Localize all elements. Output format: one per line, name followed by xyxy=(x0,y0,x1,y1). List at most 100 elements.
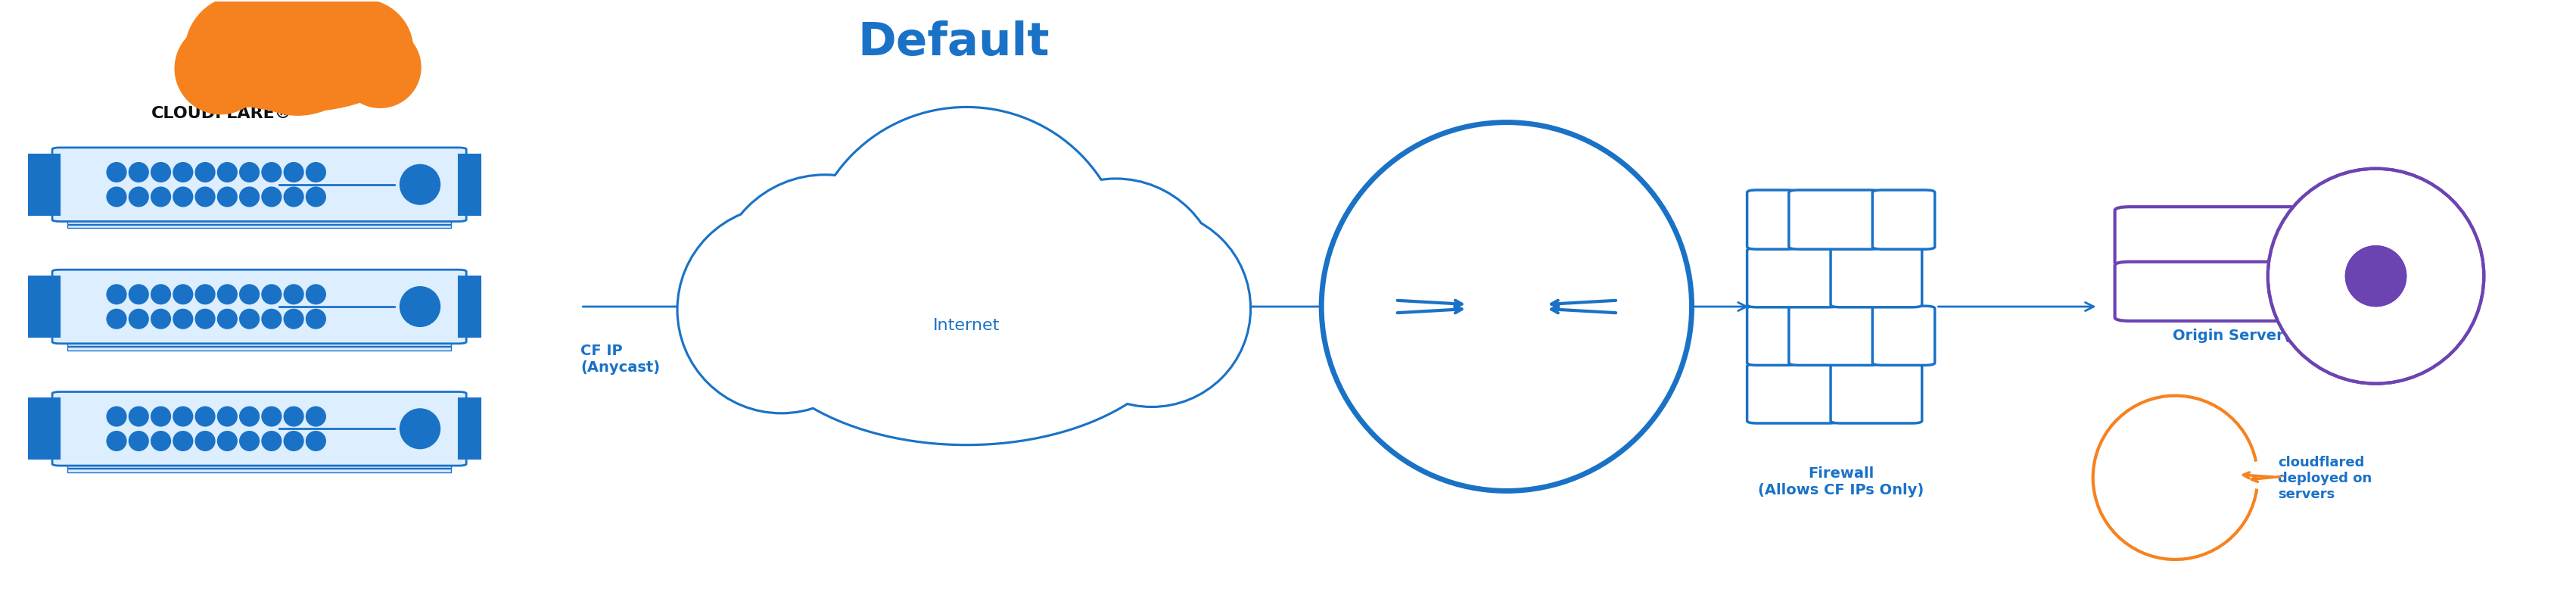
Bar xyxy=(67,225,451,228)
Ellipse shape xyxy=(129,187,149,208)
Ellipse shape xyxy=(240,163,260,183)
Ellipse shape xyxy=(2267,169,2483,384)
Bar xyxy=(28,398,59,459)
Ellipse shape xyxy=(173,406,193,427)
Ellipse shape xyxy=(1321,123,1692,491)
Ellipse shape xyxy=(260,431,281,451)
Ellipse shape xyxy=(307,406,327,427)
Bar xyxy=(67,343,451,346)
Ellipse shape xyxy=(227,0,371,117)
FancyBboxPatch shape xyxy=(1832,364,1922,424)
FancyBboxPatch shape xyxy=(52,270,466,344)
Ellipse shape xyxy=(129,309,149,330)
Ellipse shape xyxy=(173,309,193,330)
Bar xyxy=(67,220,451,224)
Ellipse shape xyxy=(106,309,126,330)
Ellipse shape xyxy=(216,406,237,427)
Ellipse shape xyxy=(129,431,149,451)
Text: cloudflared
deployed on
servers: cloudflared deployed on servers xyxy=(2277,455,2372,500)
Ellipse shape xyxy=(240,309,260,330)
Ellipse shape xyxy=(688,218,873,402)
FancyBboxPatch shape xyxy=(1832,249,1922,308)
Ellipse shape xyxy=(307,284,327,305)
Ellipse shape xyxy=(149,163,170,183)
Text: Origin Server(s): Origin Server(s) xyxy=(2174,328,2306,343)
FancyBboxPatch shape xyxy=(1747,306,1795,365)
Ellipse shape xyxy=(149,406,170,427)
Bar xyxy=(67,465,451,468)
Ellipse shape xyxy=(106,431,126,451)
Ellipse shape xyxy=(399,165,440,206)
Ellipse shape xyxy=(173,284,193,305)
Ellipse shape xyxy=(307,431,327,451)
Ellipse shape xyxy=(283,187,304,208)
Ellipse shape xyxy=(2285,188,2468,371)
Ellipse shape xyxy=(312,0,415,102)
Ellipse shape xyxy=(196,21,402,113)
Ellipse shape xyxy=(677,208,884,413)
Ellipse shape xyxy=(283,431,304,451)
Ellipse shape xyxy=(307,309,327,330)
Ellipse shape xyxy=(2344,246,2406,307)
Ellipse shape xyxy=(173,163,193,183)
FancyBboxPatch shape xyxy=(2115,262,2391,321)
Ellipse shape xyxy=(1054,212,1249,406)
Ellipse shape xyxy=(1064,222,1239,396)
Ellipse shape xyxy=(196,431,216,451)
Ellipse shape xyxy=(106,284,126,305)
Bar xyxy=(459,155,479,216)
Ellipse shape xyxy=(173,431,193,451)
Ellipse shape xyxy=(260,309,281,330)
Ellipse shape xyxy=(216,163,237,183)
Ellipse shape xyxy=(129,406,149,427)
Ellipse shape xyxy=(196,187,216,208)
Ellipse shape xyxy=(106,406,126,427)
Ellipse shape xyxy=(2303,211,2354,262)
Ellipse shape xyxy=(260,406,281,427)
Ellipse shape xyxy=(240,406,260,427)
Ellipse shape xyxy=(129,284,149,305)
Ellipse shape xyxy=(399,287,440,327)
FancyBboxPatch shape xyxy=(2115,208,2391,266)
Ellipse shape xyxy=(260,187,281,208)
Ellipse shape xyxy=(307,187,327,208)
Ellipse shape xyxy=(1023,190,1208,375)
Ellipse shape xyxy=(216,284,237,305)
Ellipse shape xyxy=(175,23,268,115)
FancyBboxPatch shape xyxy=(1873,190,1935,250)
Bar xyxy=(459,398,479,459)
Text: Request to origin: Request to origin xyxy=(791,256,935,270)
Polygon shape xyxy=(2300,287,2452,332)
Ellipse shape xyxy=(747,188,1185,444)
Ellipse shape xyxy=(216,187,237,208)
Bar xyxy=(459,277,479,337)
Ellipse shape xyxy=(129,163,149,183)
Ellipse shape xyxy=(196,163,216,183)
FancyBboxPatch shape xyxy=(1747,364,1839,424)
Ellipse shape xyxy=(283,406,304,427)
Text: CLOUDFLARE®: CLOUDFLARE® xyxy=(152,106,291,121)
FancyBboxPatch shape xyxy=(1873,306,1935,365)
Ellipse shape xyxy=(806,109,1126,426)
Ellipse shape xyxy=(196,406,216,427)
Ellipse shape xyxy=(149,187,170,208)
Ellipse shape xyxy=(1012,181,1218,385)
Ellipse shape xyxy=(716,176,933,391)
FancyBboxPatch shape xyxy=(1747,190,1795,250)
Ellipse shape xyxy=(240,284,260,305)
Text: Firewall
(Allows CF IPs Only): Firewall (Allows CF IPs Only) xyxy=(1757,465,1924,497)
FancyBboxPatch shape xyxy=(1788,306,1880,365)
Ellipse shape xyxy=(149,309,170,330)
Ellipse shape xyxy=(2344,246,2406,307)
Ellipse shape xyxy=(216,431,237,451)
Ellipse shape xyxy=(196,309,216,330)
Ellipse shape xyxy=(399,408,440,449)
Bar xyxy=(28,155,59,216)
Ellipse shape xyxy=(216,309,237,330)
Bar xyxy=(28,277,59,337)
Ellipse shape xyxy=(726,187,922,381)
Ellipse shape xyxy=(149,284,170,305)
Ellipse shape xyxy=(196,284,216,305)
Ellipse shape xyxy=(106,163,126,183)
Ellipse shape xyxy=(340,27,422,109)
